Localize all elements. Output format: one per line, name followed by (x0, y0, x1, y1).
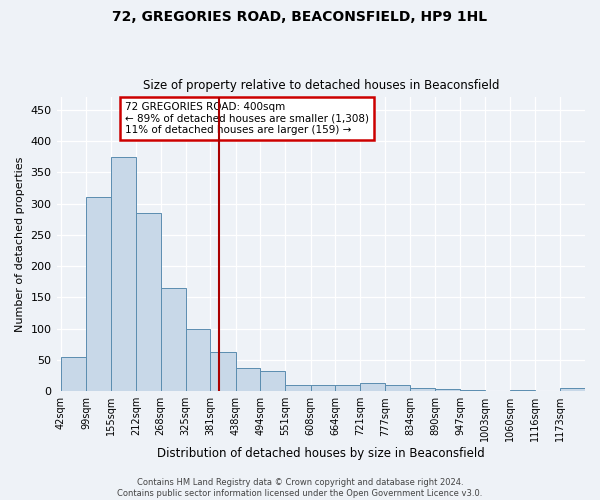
Bar (236, 368, 260, 391)
Bar (335, 385, 361, 391)
Bar (111, 156, 136, 391)
Bar (161, 288, 186, 391)
Bar (410, 388, 435, 391)
Bar (211, 352, 236, 391)
Bar (286, 385, 311, 391)
Bar (385, 385, 410, 391)
X-axis label: Distribution of detached houses by size in Beaconsfield: Distribution of detached houses by size … (157, 447, 485, 460)
Bar (361, 383, 385, 391)
Bar (136, 213, 161, 391)
Bar (311, 385, 335, 391)
Bar (560, 388, 585, 391)
Bar (535, 390, 560, 391)
Bar (485, 390, 510, 391)
Bar (460, 390, 485, 391)
Bar (86, 198, 111, 391)
Bar (61, 357, 86, 391)
Bar (510, 390, 535, 391)
Bar (186, 328, 211, 391)
Bar (435, 390, 460, 391)
Text: Contains HM Land Registry data © Crown copyright and database right 2024.
Contai: Contains HM Land Registry data © Crown c… (118, 478, 482, 498)
Y-axis label: Number of detached properties: Number of detached properties (15, 156, 25, 332)
Title: Size of property relative to detached houses in Beaconsfield: Size of property relative to detached ho… (143, 79, 499, 92)
Bar (260, 370, 286, 391)
Text: 72 GREGORIES ROAD: 400sqm
← 89% of detached houses are smaller (1,308)
11% of de: 72 GREGORIES ROAD: 400sqm ← 89% of detac… (125, 102, 369, 135)
Text: 72, GREGORIES ROAD, BEACONSFIELD, HP9 1HL: 72, GREGORIES ROAD, BEACONSFIELD, HP9 1H… (112, 10, 488, 24)
